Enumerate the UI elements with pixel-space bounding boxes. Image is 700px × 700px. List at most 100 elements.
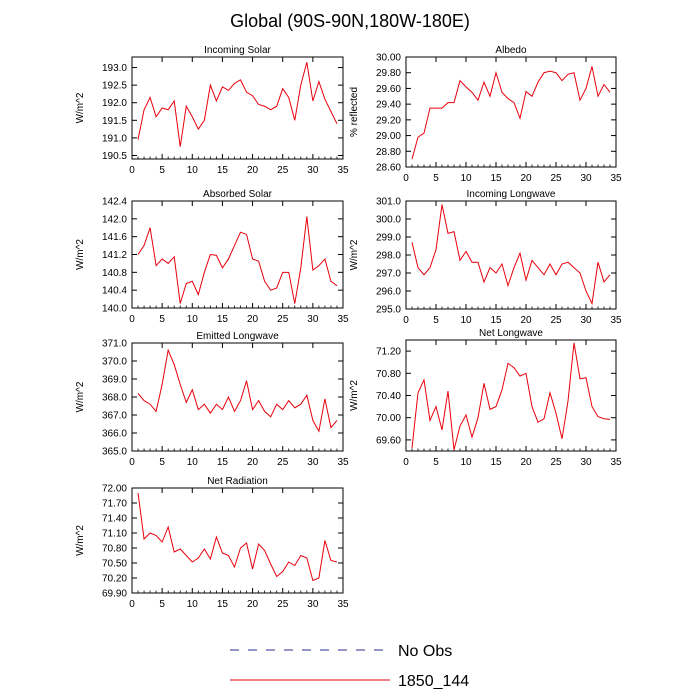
y-tick-label: 29.00 [376, 131, 401, 142]
panel-emitted-longwave: Emitted Longwave 0 5 10 15 20 25 30 35 365.0 366.0… [75, 331, 349, 468]
x-tick-label: 5 [433, 457, 439, 468]
y-tick-label: 190.5 [102, 151, 127, 162]
series-line [411, 342, 611, 451]
legend-label: 1850_144 [398, 673, 469, 690]
x-tick-label: 5 [159, 165, 165, 176]
y-tick-label: 371.0 [102, 339, 127, 350]
y-tick-label: 70.40 [376, 391, 401, 402]
panel-incoming-longwave: Incoming Longwave 0 5 10 15 20 25 30 35 295.0 296.… [349, 189, 622, 326]
x-tick-label: 25 [277, 599, 289, 610]
series-line [411, 66, 611, 160]
x-tick-label: 25 [550, 315, 562, 326]
y-tick-label: 28.80 [376, 147, 401, 158]
x-tick-label: 10 [187, 457, 199, 468]
x-tick-label: 5 [433, 315, 439, 326]
panels: Incoming Solar 0 5 10 15 20 25 30 35 190.5 191.0 19… [75, 45, 622, 610]
x-tick-label: 15 [217, 165, 229, 176]
x-tick-label: 20 [247, 314, 259, 325]
panel-net-radiation: Net Radiation 0 5 10 15 20 25 30 35 69.90 70.20 70.… [75, 476, 349, 610]
panel-incoming-solar: Incoming Solar 0 5 10 15 20 25 30 35 190.5 191.0 19… [75, 45, 349, 176]
y-tick-label: 142.4 [102, 197, 127, 208]
y-tick-label: 298.0 [376, 251, 401, 262]
x-tick-label: 25 [277, 314, 289, 325]
y-tick-label: 295.0 [376, 305, 401, 316]
y-tick-label: 193.0 [102, 63, 127, 74]
x-tick-label: 15 [490, 173, 502, 184]
y-tick-label: 299.0 [376, 233, 401, 244]
x-tick-label: 10 [187, 314, 199, 325]
x-tick-label: 30 [580, 315, 592, 326]
x-tick-label: 30 [580, 457, 592, 468]
x-tick-label: 25 [550, 457, 562, 468]
x-tick-label: 15 [490, 315, 502, 326]
x-tick-label: 10 [187, 165, 199, 176]
y-tick-label: 296.0 [376, 287, 401, 298]
y-tick-label: 28.60 [376, 163, 401, 174]
legend-label: No Obs [398, 643, 452, 660]
y-axis-label: W/m^2 [75, 381, 86, 412]
x-tick-label: 0 [403, 457, 409, 468]
y-tick-label: 368.0 [102, 393, 127, 404]
x-tick-label: 15 [490, 457, 502, 468]
x-tick-label: 5 [159, 457, 165, 468]
y-tick-label: 300.0 [376, 215, 401, 226]
y-tick-label: 29.60 [376, 84, 401, 95]
x-tick-label: 15 [217, 457, 229, 468]
y-tick-label: 297.0 [376, 269, 401, 280]
panel-net-longwave: Net Longwave 0 5 10 15 20 25 30 35 69.60 70.00 70.4… [349, 328, 622, 468]
y-tick-label: 71.40 [102, 514, 127, 525]
figure-title: Global (90S-90N,180W-180E) [230, 11, 470, 31]
x-tick-label: 30 [307, 457, 319, 468]
y-tick-label: 72.00 [102, 484, 127, 495]
x-tick-label: 20 [520, 315, 532, 326]
y-tick-label: 70.80 [376, 369, 401, 380]
panel-title: Incoming Solar [204, 45, 271, 56]
series-line [137, 62, 338, 147]
y-tick-label: 369.0 [102, 375, 127, 386]
y-tick-label: 69.90 [102, 589, 127, 600]
y-tick-label: 29.40 [376, 100, 401, 111]
x-tick-label: 10 [460, 457, 472, 468]
series-line [137, 348, 338, 433]
y-axis-label: W/m^2 [349, 380, 360, 411]
y-tick-label: 370.0 [102, 357, 127, 368]
y-tick-label: 71.70 [102, 499, 127, 510]
y-axis-label: W/m^2 [75, 525, 86, 556]
x-tick-label: 30 [580, 173, 592, 184]
x-tick-label: 35 [610, 315, 622, 326]
y-tick-label: 71.10 [102, 529, 127, 540]
y-axis-label: % reflected [349, 87, 360, 137]
x-tick-label: 35 [337, 165, 349, 176]
x-tick-label: 35 [337, 599, 349, 610]
y-tick-label: 30.00 [376, 53, 401, 64]
y-tick-label: 192.0 [102, 98, 127, 109]
series-line [137, 492, 338, 582]
x-tick-label: 35 [337, 314, 349, 325]
x-tick-label: 0 [129, 457, 135, 468]
plot-frame [131, 487, 344, 594]
y-tick-label: 70.00 [376, 413, 401, 424]
x-tick-label: 20 [520, 173, 532, 184]
y-tick-label: 69.60 [376, 435, 401, 446]
y-axis-label: W/m^2 [75, 92, 86, 123]
x-tick-label: 25 [550, 173, 562, 184]
y-tick-label: 70.80 [102, 544, 127, 555]
legend: No Obs 1850_144 [230, 643, 469, 690]
x-tick-label: 15 [217, 314, 229, 325]
y-axis-label: W/m^2 [75, 239, 86, 270]
x-tick-label: 30 [307, 314, 319, 325]
x-tick-label: 35 [610, 457, 622, 468]
y-tick-label: 142.0 [102, 214, 127, 225]
y-tick-label: 366.0 [102, 429, 127, 440]
y-tick-label: 140.8 [102, 268, 127, 279]
x-tick-label: 10 [187, 599, 199, 610]
y-tick-label: 70.50 [102, 559, 127, 570]
y-axis-label: W/m^2 [349, 239, 360, 270]
x-tick-label: 20 [247, 457, 259, 468]
x-tick-label: 20 [247, 165, 259, 176]
y-tick-label: 29.20 [376, 115, 401, 126]
y-tick-label: 191.0 [102, 133, 127, 144]
x-tick-label: 25 [277, 165, 289, 176]
